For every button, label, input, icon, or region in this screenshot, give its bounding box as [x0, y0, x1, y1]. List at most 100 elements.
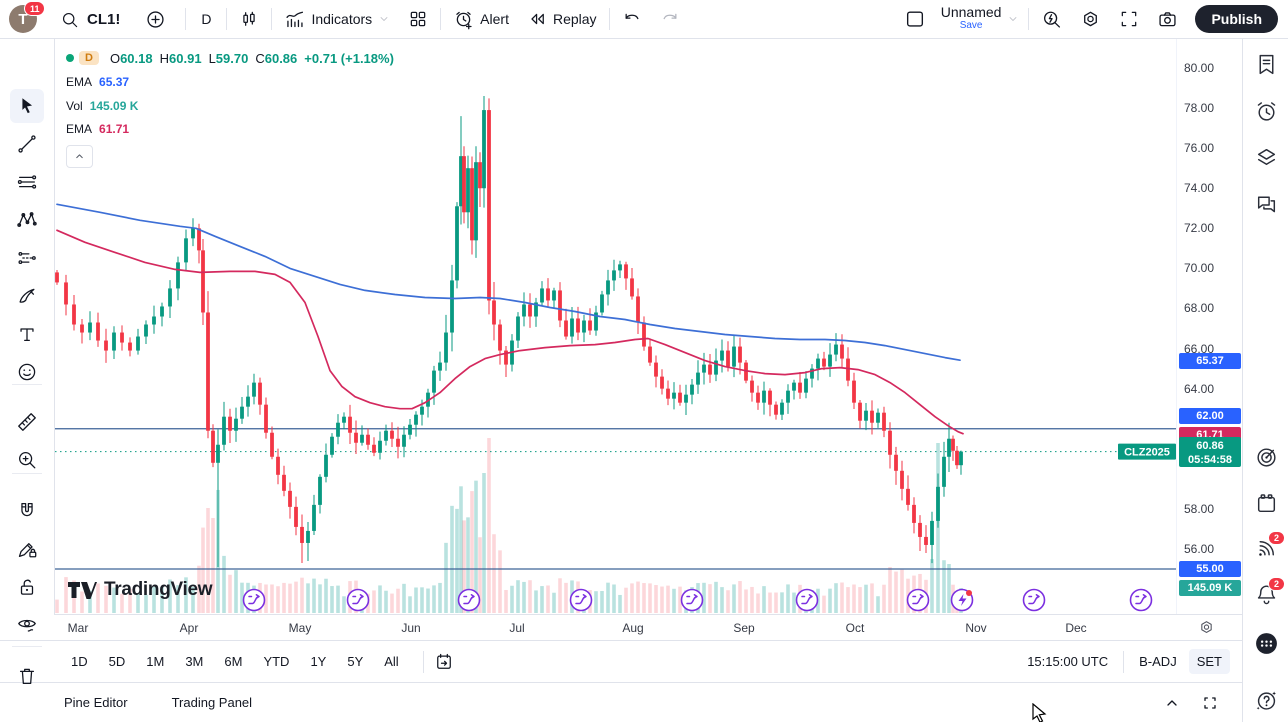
tradingview-logo-icon [68, 582, 97, 599]
watchlist-panel-button[interactable] [1251, 49, 1281, 79]
compare-add-button[interactable] [129, 0, 182, 38]
goto-date-icon[interactable] [434, 652, 454, 672]
chart-legend: D O60.18 H60.91 L59.70 C60.86 +0.71 (+1.… [66, 49, 394, 168]
fullscreen-button[interactable] [1110, 0, 1148, 38]
price-axis[interactable]: 80.00 78.00 76.00 74.00 72.00 70.00 68.00 66.00… [1176, 39, 1242, 614]
price-tick: 76.00 [1184, 141, 1215, 156]
measure-tool-button[interactable] [10, 405, 44, 439]
redo-button[interactable] [651, 0, 689, 38]
toolbar-divider [12, 646, 42, 647]
clock-utc[interactable]: 15:15:00 UTC [1027, 654, 1109, 669]
ema-fast-legend[interactable]: EMA 61.71 [66, 122, 130, 136]
hide-drawings-tool-button[interactable] [10, 608, 44, 642]
price-tick: 74.00 [1184, 181, 1215, 196]
panel-maximize-icon[interactable] [1202, 695, 1218, 711]
forecast-tool-button[interactable] [10, 241, 44, 275]
undo-button[interactable] [613, 0, 651, 38]
volume-legend[interactable]: Vol 145.09 K [66, 98, 139, 113]
quick-search-button[interactable] [1032, 0, 1071, 38]
price-chart-canvas[interactable]: CLZ2025 [55, 39, 1176, 614]
price-tick: 70.00 [1184, 261, 1215, 276]
range-3m-button[interactable]: 3M [185, 653, 204, 669]
save-link[interactable]: Save [959, 20, 983, 31]
streams-panel-button[interactable]: 2 [1251, 530, 1285, 563]
panel-expand-icon[interactable] [1164, 695, 1180, 711]
interval-button[interactable]: D [201, 11, 212, 27]
settings-button[interactable] [1071, 0, 1110, 38]
market-status-icon[interactable] [66, 54, 74, 62]
help-menu-button[interactable] [1251, 685, 1281, 715]
trend-line-tool-button[interactable] [10, 127, 44, 161]
range-ytd-button[interactable]: YTD [263, 653, 290, 669]
range-1m-button[interactable]: 1M [146, 653, 165, 669]
indicator-templates-button[interactable] [399, 0, 437, 38]
smiley-icon [16, 361, 38, 383]
bell-icon: 2 [1254, 576, 1285, 607]
chart-style-button[interactable] [230, 0, 268, 38]
range-6m-button[interactable]: 6M [224, 653, 243, 669]
time-axis-settings-gear-icon[interactable] [1198, 619, 1215, 636]
month-label: Mar [67, 621, 89, 635]
alarm-icon [1254, 99, 1279, 124]
indicators-button[interactable]: Indicators [275, 0, 399, 38]
alert-button[interactable]: Alert [444, 0, 518, 38]
range-1d-button[interactable]: 1D [71, 653, 88, 669]
drawing-lock-tool-button[interactable] [10, 532, 44, 566]
fib-lines-tool-button[interactable] [10, 165, 44, 199]
layout-name: Unnamed [940, 4, 1002, 20]
layout-name-button[interactable]: Unnamed Save [935, 4, 1008, 32]
all-apps-menu-button[interactable] [1251, 628, 1281, 658]
xabcd-pattern-tool-button[interactable] [10, 203, 44, 237]
range-5d-button[interactable]: 5D [108, 653, 126, 669]
range-all-button[interactable]: All [384, 653, 399, 669]
alert-clock-icon [453, 9, 474, 30]
publish-button[interactable]: Publish [1195, 5, 1278, 33]
screener-panel-button[interactable] [1251, 442, 1281, 472]
legend-collapse-button[interactable] [66, 144, 93, 168]
brush-tool-button[interactable] [10, 279, 44, 313]
chart-pane[interactable]: CLZ2025 D O60.18 H60.91 L59.70 C60.86 +0… [55, 39, 1176, 614]
month-label: May [288, 621, 312, 635]
price-tick: 64.00 [1184, 381, 1215, 396]
toolbar-divider [12, 384, 42, 385]
layout-button[interactable] [895, 0, 935, 38]
contract-rollover-icon [457, 588, 481, 612]
session-settings-button[interactable]: SET [1188, 649, 1230, 674]
user-avatar[interactable]: T 11 [9, 1, 45, 33]
cursor-tool-button[interactable] [10, 89, 44, 123]
symbol-name: CL1! [87, 10, 121, 28]
interval-badge[interactable]: D [79, 51, 99, 65]
grid-templates-icon [408, 9, 428, 29]
chat-panel-button[interactable] [1251, 189, 1281, 219]
zoom-in-tool-button[interactable] [10, 443, 44, 477]
time-axis[interactable]: Mar Apr May Jun Jul Aug Sep Oct Nov Dec [0, 614, 1242, 640]
tradingview-watermark[interactable]: TradingView [68, 579, 213, 601]
alerts-panel-button[interactable] [1251, 96, 1281, 126]
text-tool-button[interactable] [10, 317, 44, 351]
emoji-tool-button[interactable] [10, 355, 44, 389]
month-label: Jun [401, 621, 421, 635]
tradingview-watermark-text: TradingView [104, 579, 213, 600]
symbol-search-button[interactable]: CL1! [51, 0, 129, 38]
replay-button[interactable]: Replay [518, 0, 606, 38]
magnet-tool-button[interactable] [10, 494, 44, 528]
notifications-panel-button[interactable]: 2 [1251, 576, 1285, 609]
trendline-icon [16, 133, 38, 155]
price-badge: 60.86 05:54:58 [1179, 436, 1241, 467]
ema-slow-legend[interactable]: EMA 65.37 [66, 75, 130, 89]
adjustment-toggle[interactable]: B-ADJ [1139, 654, 1177, 669]
remove-drawings-tool-button[interactable] [10, 659, 44, 693]
range-1y-button[interactable]: 1Y [310, 653, 327, 669]
appsdark-icon [1254, 631, 1279, 656]
screenshot-button[interactable] [1148, 0, 1187, 38]
pine-editor-tab[interactable]: Pine Editor [64, 695, 128, 710]
divider [185, 8, 187, 30]
calendar-panel-button[interactable] [1251, 488, 1281, 518]
object-tree-panel-button[interactable] [1251, 142, 1281, 172]
range-5y-button[interactable]: 5Y [347, 653, 364, 669]
trading-panel-tab[interactable]: Trading Panel [171, 695, 253, 710]
layout-chevron-icon[interactable] [1007, 13, 1019, 25]
undo-icon [622, 9, 642, 29]
flash-search-icon [1041, 9, 1062, 30]
lock-all-tool-button[interactable] [10, 570, 44, 604]
